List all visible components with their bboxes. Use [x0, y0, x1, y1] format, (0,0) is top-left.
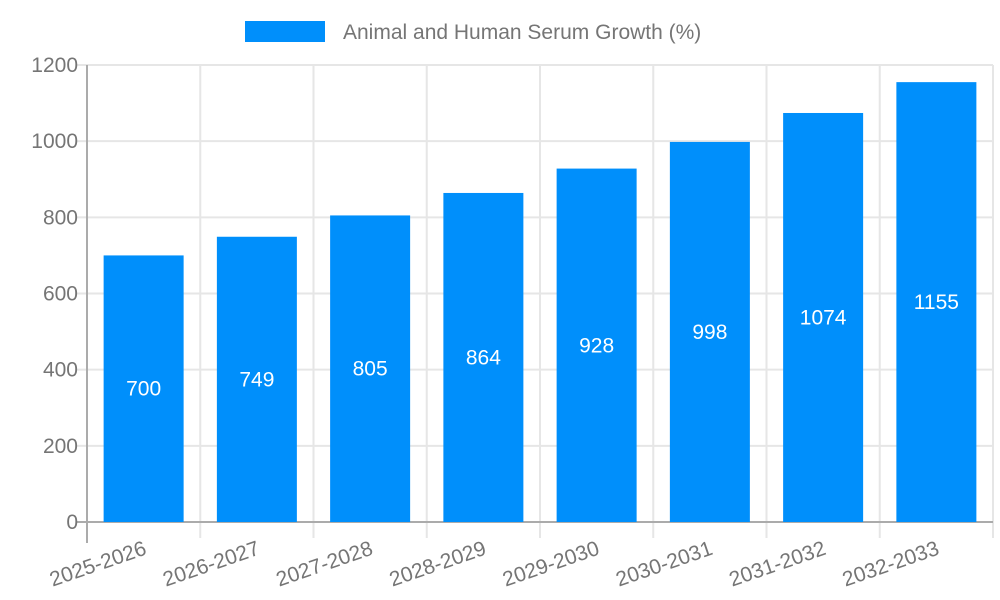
x-axis-tick-label: 2026-2027 — [160, 537, 262, 591]
bar-value-label: 928 — [579, 334, 614, 357]
legend-item[interactable]: Animal and Human Serum Growth (%) — [245, 21, 701, 44]
y-axis-tick-label: 0 — [66, 511, 78, 534]
bar-2027-2028[interactable] — [330, 215, 411, 522]
bar-value-label: 864 — [466, 346, 501, 369]
x-axis-tick-label: 2032-2033 — [840, 537, 942, 591]
bar-2026-2027[interactable] — [216, 236, 297, 522]
y-axis-tick-label: 400 — [43, 359, 78, 382]
bar-2029-2030[interactable] — [556, 168, 637, 522]
bar-2030-2031[interactable] — [669, 141, 750, 522]
bar-value-label: 700 — [126, 378, 161, 401]
legend-label: Animal and Human Serum Growth (%) — [343, 21, 701, 44]
y-axis-tick-label: 1000 — [31, 130, 78, 153]
bar-value-label: 1074 — [800, 306, 847, 329]
bar-value-label: 749 — [239, 368, 274, 391]
bar-value-label: 998 — [692, 321, 727, 344]
bar-value-label: 805 — [353, 358, 388, 381]
x-axis-tick-label: 2025-2026 — [47, 537, 149, 591]
bar-2032-2033[interactable] — [896, 82, 977, 522]
x-axis-tick-label: 2031-2032 — [726, 537, 828, 591]
bar-2031-2032[interactable] — [783, 112, 864, 523]
y-axis-tick-label: 600 — [43, 283, 78, 306]
x-axis-tick-label: 2030-2031 — [613, 537, 715, 591]
bars-layer — [103, 82, 977, 523]
y-axis-tick-label: 200 — [43, 435, 78, 458]
y-axis-tick-label: 1200 — [31, 54, 78, 77]
x-axis-tick-label: 2029-2030 — [500, 537, 602, 591]
bar-value-label: 1155 — [914, 291, 959, 314]
bar-2028-2029[interactable] — [443, 192, 524, 522]
bar-2025-2026[interactable] — [103, 255, 184, 522]
y-axis-tick-label: 800 — [43, 206, 78, 229]
x-axis-tick-label: 2027-2028 — [273, 537, 375, 591]
x-axis-tick-label: 2028-2029 — [387, 537, 489, 591]
legend-swatch-icon — [245, 21, 325, 42]
